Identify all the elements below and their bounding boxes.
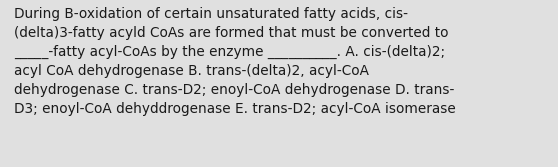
Text: During B-oxidation of certain unsaturated fatty acids, cis-
(delta)3-fatty acyld: During B-oxidation of certain unsaturate… [14,7,456,116]
